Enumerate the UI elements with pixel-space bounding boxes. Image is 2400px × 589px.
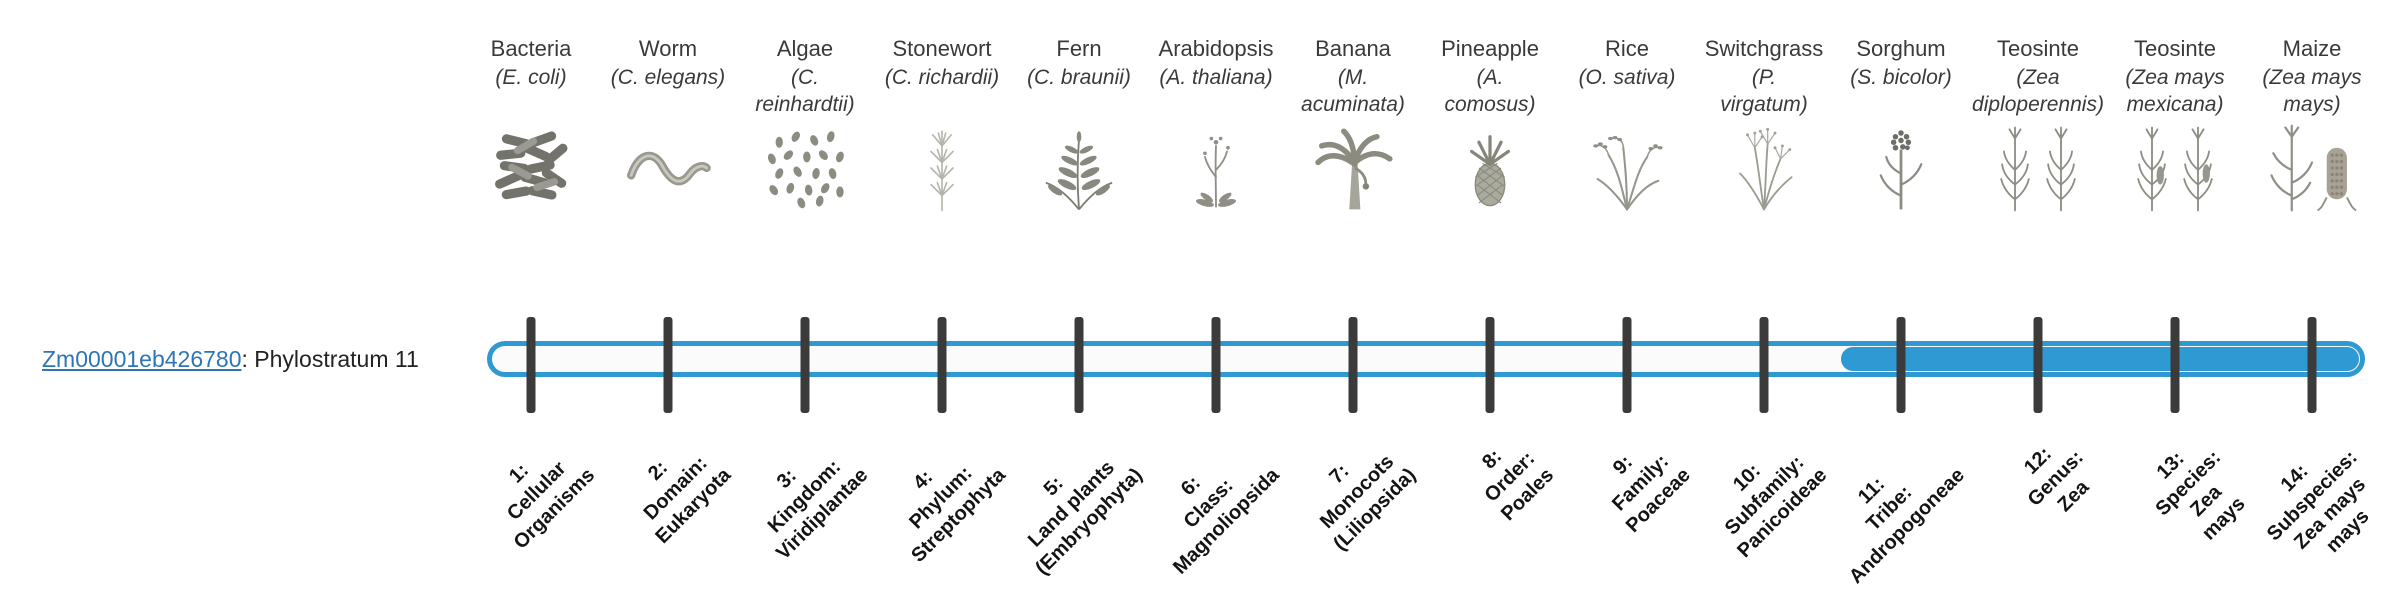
organism-common-name: Teosinte bbox=[1997, 36, 2079, 61]
organism-common-name: Banana bbox=[1315, 36, 1391, 61]
stratum-column: Sorghum (S. bicolor) bbox=[1823, 36, 1979, 214]
stratum-column: Maize (Zea mays mays) bbox=[2234, 36, 2390, 214]
scientific-name-line: acuminata) bbox=[1301, 93, 1405, 116]
phylostratum-tick bbox=[2033, 317, 2043, 413]
scientific-name-line: mays) bbox=[2283, 93, 2341, 116]
organism-common-name: Stonewort bbox=[892, 36, 992, 61]
scientific-name-line: (C. elegans) bbox=[610, 66, 726, 89]
organism-scientific-name: (C. reinhardtii) bbox=[727, 64, 883, 120]
organism-scientific-name: (C. elegans) bbox=[590, 64, 746, 120]
organism-common-name: Switchgrass bbox=[1704, 36, 1824, 61]
organism-scientific-name: (C. richardii) bbox=[864, 64, 1020, 120]
stratum-column: Algae (C. reinhardtii) bbox=[727, 36, 883, 214]
scientific-name-line: (O. sativa) bbox=[1578, 66, 1676, 89]
scientific-name-line: (C. richardii) bbox=[884, 66, 1000, 89]
stratum-column: Rice (O. sativa) bbox=[1549, 36, 1705, 214]
algae-illustration bbox=[755, 122, 855, 214]
scientific-name-line: (Zea mays bbox=[2262, 66, 2362, 89]
phylostratum-bar-fill bbox=[1841, 347, 2359, 371]
organism-common-name: Sorghum bbox=[1856, 36, 1946, 61]
maize-illustration bbox=[2253, 122, 2371, 214]
phylostratum-tick bbox=[1074, 317, 1084, 413]
scientific-name-line: virgatum) bbox=[1720, 93, 1808, 116]
stonewort-illustration bbox=[892, 122, 992, 214]
phylostratum-tick bbox=[800, 317, 810, 413]
arabidopsis-illustration bbox=[1166, 122, 1266, 214]
stratum-column: Banana (M. acuminata) bbox=[1275, 36, 1431, 214]
organism-scientific-name: (P. virgatum) bbox=[1686, 64, 1842, 120]
switchgrass-illustration bbox=[1714, 122, 1814, 214]
organism-common-name: Rice bbox=[1604, 36, 1649, 61]
organism-scientific-name: (S. bicolor) bbox=[1823, 64, 1979, 120]
scientific-name-line: (Zea bbox=[2016, 66, 2060, 89]
stratum-column: Teosinte (Zea mays mexicana) bbox=[2097, 36, 2253, 214]
pineapple-illustration bbox=[1440, 122, 1540, 214]
organism-common-name: Worm bbox=[638, 36, 698, 61]
scientific-name-line: comosus) bbox=[1444, 93, 1536, 116]
phylostratum-tick bbox=[2170, 317, 2180, 413]
organism-common-name: Bacteria bbox=[490, 36, 572, 61]
phylostratum-tick bbox=[663, 317, 673, 413]
scientific-name-line: diploperennis) bbox=[1972, 93, 2104, 116]
banana-illustration bbox=[1303, 122, 1403, 214]
scientific-name-line: reinhardtii) bbox=[755, 93, 855, 116]
stratum-column: Arabidopsis (A. thaliana) bbox=[1138, 36, 1294, 214]
organism-common-name: Pineapple bbox=[1441, 36, 1539, 61]
phylostratum-tick bbox=[1348, 317, 1358, 413]
gene-label: Zm00001eb426780: Phylostratum 11 bbox=[42, 345, 419, 373]
rice-illustration bbox=[1577, 122, 1677, 214]
stratum-column: Pineapple (A. comosus) bbox=[1412, 36, 1568, 214]
organism-scientific-name: (C. braunii) bbox=[1001, 64, 1157, 120]
organism-common-name: Algae bbox=[776, 36, 834, 61]
organism-scientific-name: (A. comosus) bbox=[1412, 64, 1568, 120]
phylostratum-text: : Phylostratum 11 bbox=[241, 346, 419, 372]
teosinte-mexicana-illustration bbox=[2116, 122, 2234, 214]
organism-scientific-name: (Zea mays mexicana) bbox=[2097, 64, 2253, 120]
scientific-name-line: (S. bicolor) bbox=[1850, 66, 1952, 89]
scientific-name-line: (C. braunii) bbox=[1027, 66, 1131, 89]
phylostratum-bar bbox=[487, 341, 2365, 377]
phylostratum-tick bbox=[2307, 317, 2317, 413]
scientific-name-line: (M. bbox=[1337, 66, 1369, 89]
scientific-name-line: (E. coli) bbox=[495, 66, 567, 89]
phylostratum-tick bbox=[937, 317, 947, 413]
stratum-column: Bacteria (E. coli) bbox=[453, 36, 609, 214]
organism-common-name: Fern bbox=[1056, 36, 1102, 61]
scientific-name-line: (C. bbox=[791, 66, 819, 89]
phylostratum-tick bbox=[1622, 317, 1632, 413]
teosinte-diploperennis-illustration bbox=[1979, 122, 2097, 214]
phylostratum-tick bbox=[1211, 317, 1221, 413]
phylostratum-tick bbox=[526, 317, 536, 413]
bacteria-illustration bbox=[481, 122, 581, 214]
worm-illustration bbox=[618, 122, 718, 214]
stratum-column: Stonewort (C. richardii) bbox=[864, 36, 1020, 214]
scientific-name-line: (A. bbox=[1476, 66, 1504, 89]
phylostratum-tick bbox=[1896, 317, 1906, 413]
organism-scientific-name: (Zea diploperennis) bbox=[1960, 64, 2116, 120]
scientific-name-line: (Zea mays bbox=[2125, 66, 2225, 89]
organism-scientific-name: (Zea mays mays) bbox=[2234, 64, 2390, 120]
scientific-name-line: (A. thaliana) bbox=[1159, 66, 1273, 89]
sorghum-illustration bbox=[1851, 122, 1951, 214]
gene-id-link[interactable]: Zm00001eb426780 bbox=[42, 346, 242, 372]
fern-illustration bbox=[1029, 122, 1129, 214]
scientific-name-line: (P. bbox=[1751, 66, 1777, 89]
organism-scientific-name: (O. sativa) bbox=[1549, 64, 1705, 120]
scientific-name-line: mexicana) bbox=[2126, 93, 2224, 116]
stratum-column: Switchgrass (P. virgatum) bbox=[1686, 36, 1842, 214]
organism-scientific-name: (E. coli) bbox=[453, 64, 609, 120]
organism-common-name: Maize bbox=[2282, 36, 2342, 61]
organism-scientific-name: (M. acuminata) bbox=[1275, 64, 1431, 120]
organism-common-name: Arabidopsis bbox=[1158, 36, 1274, 61]
phylostratum-tick bbox=[1759, 317, 1769, 413]
organism-scientific-name: (A. thaliana) bbox=[1138, 64, 1294, 120]
stratum-column: Teosinte (Zea diploperennis) bbox=[1960, 36, 2116, 214]
phylostratum-tick bbox=[1485, 317, 1495, 413]
stratum-column: Fern (C. braunii) bbox=[1001, 36, 1157, 214]
stratum-column: Worm (C. elegans) bbox=[590, 36, 746, 214]
organism-common-name: Teosinte bbox=[2134, 36, 2216, 61]
